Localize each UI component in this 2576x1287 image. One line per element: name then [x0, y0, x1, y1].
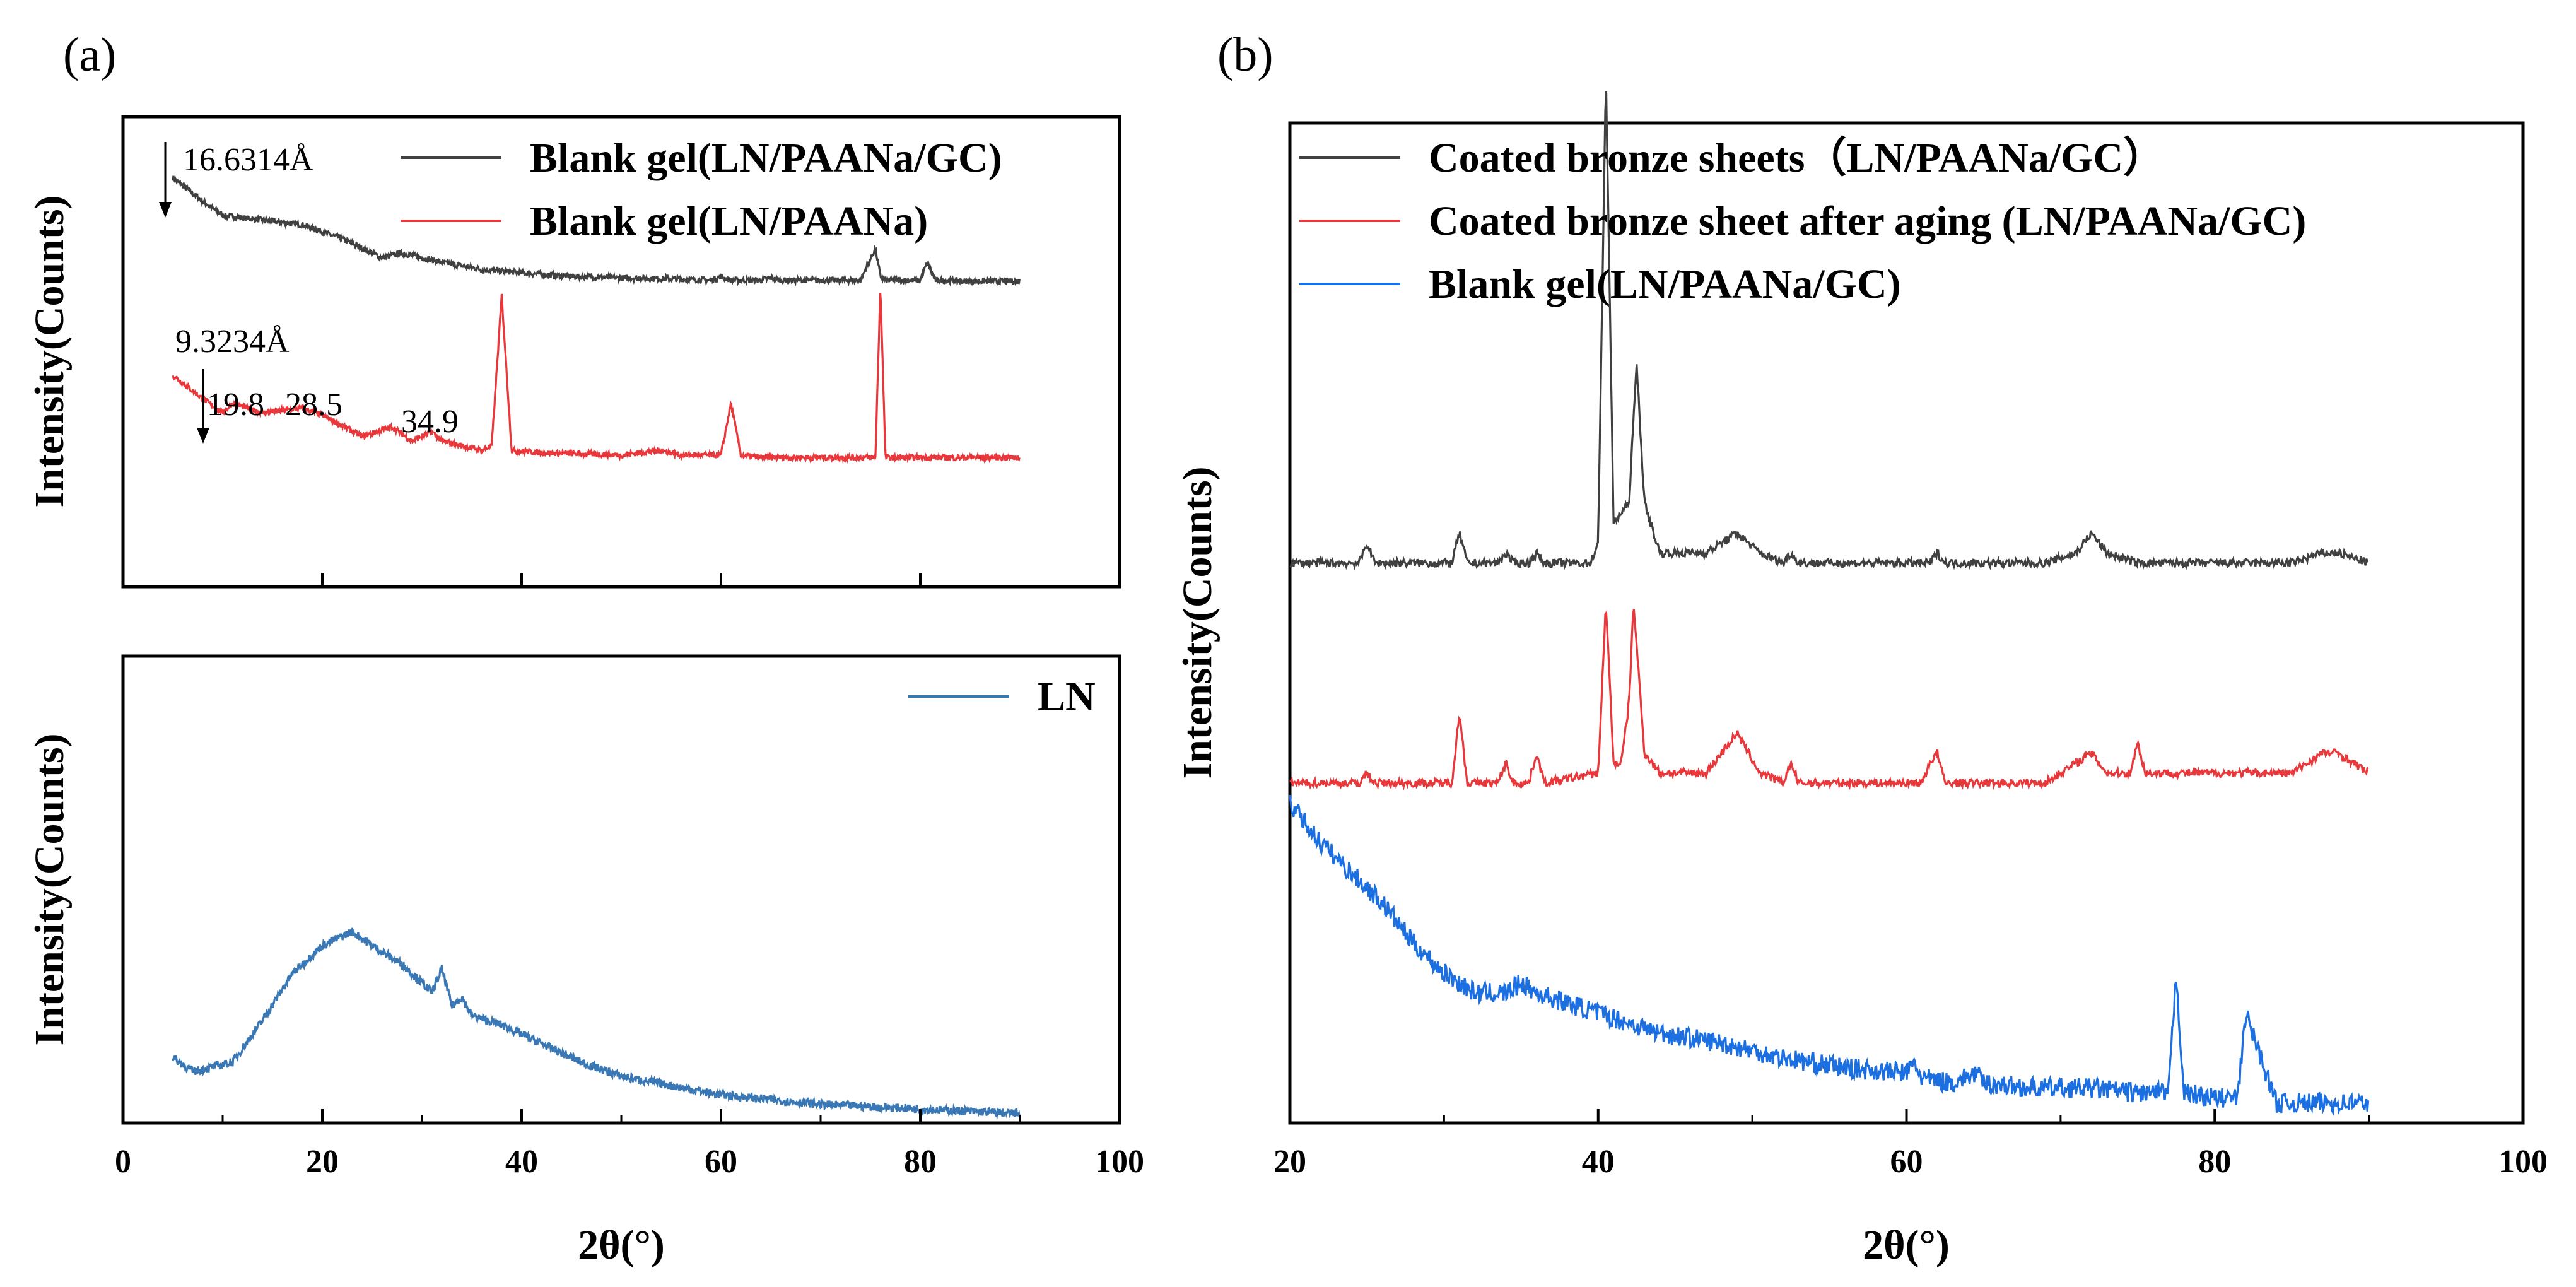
b-xtick-label-0: 20 [1273, 1144, 1306, 1180]
panel-a-xlabel: 2θ(°) [578, 1222, 665, 1268]
a-bottom-xtick-label-1: 20 [306, 1144, 339, 1180]
a-bottom-xtick-label-5: 100 [1095, 1144, 1144, 1180]
a-top-arrowhead-0 [159, 202, 172, 218]
a-top-legend-label-1: Blank gel(LN/PAANa) [530, 198, 928, 244]
b-series-1-line [1289, 609, 2369, 791]
b-legend-label-0: Coated bronze sheets（LN/PAANa/GC） [1429, 134, 2165, 181]
panel-a-bottom-plot: 0 20 40 60 80 100 LN [115, 654, 1144, 1180]
a-top-arrowhead-1 [197, 428, 209, 444]
panel-label-a: (a) [63, 28, 116, 81]
a-top-legend-label-0: Blank gel(LN/PAANa/GC) [530, 135, 1002, 181]
a-top-annotation-2: 19.8 [207, 387, 264, 423]
panel-b-plot: 20 40 60 80 100 Coated bronze sheets（LN/PAANa… [1273, 91, 2548, 1180]
panel-a-bottom-ylabel: Intensity(Counts) [26, 733, 73, 1045]
panel-a-top-ylabel: Intensity(Counts) [26, 195, 73, 507]
panel-b-xlabel: 2θ(°) [1863, 1222, 1950, 1268]
a-top-series-0-line [172, 175, 1021, 288]
panel-label-b: (b) [1217, 28, 1273, 81]
panel-a-top-frame [121, 115, 1121, 589]
a-top-annotation-1: 9.3234Å [175, 324, 290, 360]
a-bottom-xtick-label-3: 60 [705, 1144, 737, 1180]
a-bottom-xtick-label-0: 0 [115, 1144, 131, 1180]
a-top-annotation-4: 34.9 [401, 404, 459, 440]
a-top-annotation-3: 28.5 [285, 387, 342, 423]
b-xtick-label-4: 100 [2498, 1144, 2548, 1180]
panel-b-ylabel: Intensity(Counts) [1174, 466, 1221, 779]
b-series-2-line [1289, 794, 2370, 1117]
a-bottom-xtick-label-2: 40 [505, 1144, 538, 1180]
b-xtick-label-2: 60 [1890, 1144, 1923, 1180]
a-bottom-xtick-label-4: 80 [904, 1144, 937, 1180]
a-bottom-legend-label-0: LN [1038, 674, 1096, 720]
panel-a-top-plot: Blank gel(LN/PAANa/GC) Blank gel(LN/PAANa… [121, 115, 1121, 589]
a-top-annotation-0: 16.6314Å [183, 142, 313, 178]
b-xtick-label-3: 80 [2198, 1144, 2231, 1180]
b-xtick-label-1: 40 [1582, 1144, 1615, 1180]
a-bottom-series-0-line [172, 927, 1021, 1119]
b-series-0-line [1289, 91, 2368, 571]
b-legend-label-2: Blank gel(LN/PAANa/GC) [1429, 261, 1901, 307]
a-top-series-1-line [172, 292, 1021, 464]
panel-a-bottom-frame [121, 654, 1121, 1125]
b-legend-label-1: Coated bronze sheet after aging (LN/PAAN… [1429, 198, 2306, 244]
